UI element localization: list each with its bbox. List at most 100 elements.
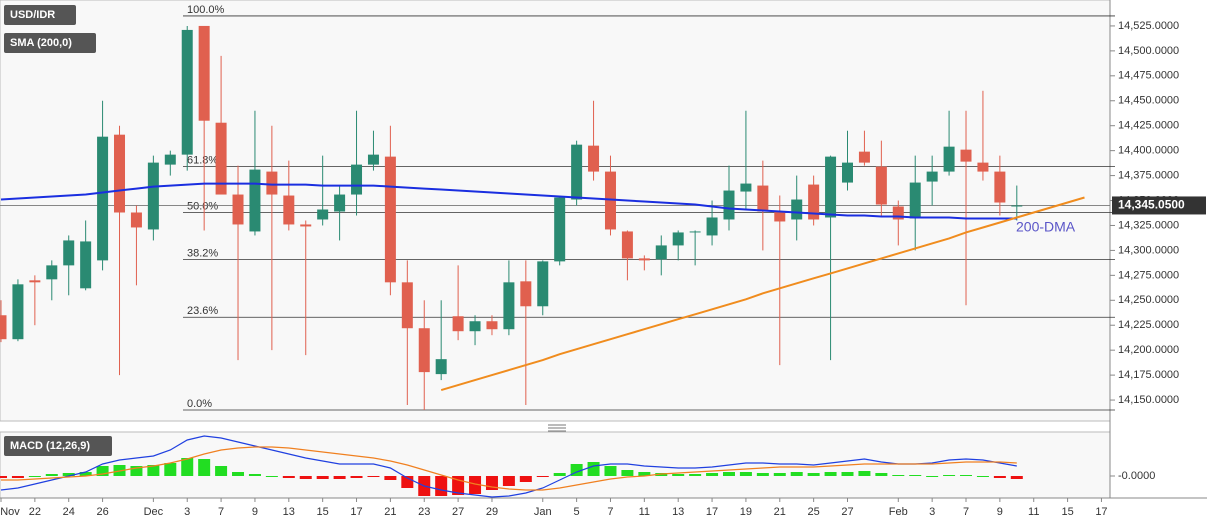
macd-histogram-bar: [350, 476, 363, 478]
x-tick-label: Nov: [0, 506, 20, 518]
x-tick-label: 19: [740, 506, 752, 518]
macd-histogram-bar: [976, 476, 989, 477]
macd-histogram-bar: [265, 476, 278, 477]
macd-histogram-bar: [147, 465, 160, 476]
last-price-tag: [1112, 196, 1206, 215]
candle-body: [266, 171, 278, 195]
candle-body: [571, 144, 583, 200]
y-tick-label: 14,225.0000: [1118, 319, 1179, 331]
macd-histogram-bar: [536, 476, 549, 477]
x-tick-label: 9: [997, 506, 1003, 518]
macd-histogram-bar: [909, 475, 922, 476]
macd-histogram-bar: [672, 474, 685, 476]
fib-label: 0.0%: [187, 398, 212, 410]
y-tick-label: 14,475.0000: [1118, 70, 1179, 82]
macd-histogram-bar: [333, 476, 346, 479]
macd-histogram-bar: [164, 463, 177, 476]
x-tick-label: 5: [574, 506, 580, 518]
candle-body: [232, 194, 244, 225]
y-tick-label: 14,450.0000: [1118, 95, 1179, 107]
candle-body: [740, 183, 752, 192]
macd-title: MACD (12,26,9): [10, 440, 90, 452]
x-tick-label: 13: [672, 506, 684, 518]
macd-histogram-bar: [1010, 476, 1023, 479]
macd-histogram-bar: [790, 472, 803, 476]
macd-histogram-bar: [858, 471, 871, 476]
x-tick-label: 29: [486, 506, 498, 518]
x-tick-label: 17: [706, 506, 718, 518]
y-tick-label: 14,500.0000: [1118, 45, 1179, 57]
last-price-label: 14,345.0500: [1118, 198, 1185, 212]
macd-histogram-bar: [198, 459, 211, 476]
macd-histogram-bar: [62, 473, 75, 476]
macd-histogram-bar: [926, 476, 939, 477]
candle-body: [689, 231, 701, 233]
candle-body: [926, 171, 938, 182]
macd-histogram-bar: [553, 473, 566, 476]
macd-histogram-bar: [11, 476, 24, 478]
macd-histogram-bar: [587, 462, 600, 476]
macd-histogram-bar: [45, 474, 58, 476]
candle-body: [164, 154, 176, 165]
candle-body: [147, 162, 159, 230]
candle-body: [977, 162, 989, 172]
macd-histogram-bar: [0, 476, 7, 478]
candle-body: [0, 315, 7, 340]
macd-histogram-bar: [519, 476, 532, 482]
macd-title-box: [4, 436, 112, 456]
x-tick-label: 27: [452, 506, 464, 518]
candle-body: [994, 171, 1006, 203]
macd-line: [0, 435, 1017, 498]
trend-line: [440, 196, 1085, 392]
y-tick-label: -0.0000: [1118, 470, 1155, 482]
macd-histogram-bar: [875, 473, 888, 476]
macd-histogram-bar: [130, 466, 143, 476]
x-tick-label: 21: [774, 506, 786, 518]
panel-handle[interactable]: [548, 424, 566, 432]
candle-body: [723, 190, 735, 220]
y-tick-label: 14,250.0000: [1118, 294, 1179, 306]
candle-body: [943, 146, 955, 172]
x-tick-label: Jan: [534, 506, 552, 518]
x-tick-label: 13: [283, 506, 295, 518]
candle-body: [791, 199, 803, 220]
y-tick-label: 14,175.0000: [1118, 369, 1179, 381]
candle-body: [757, 185, 769, 212]
candle-body: [808, 184, 820, 220]
macd-histogram-bar: [215, 466, 228, 476]
candle-body: [892, 206, 904, 220]
candle-body: [604, 171, 616, 230]
macd-histogram-bar: [28, 476, 41, 477]
sma-line: [0, 182, 1017, 220]
sma-legend-label: SMA (200,0): [10, 37, 72, 49]
x-tick-label: 22: [29, 506, 41, 518]
candle-body: [672, 232, 684, 246]
y-tick-label: 14,200.0000: [1118, 344, 1179, 356]
candle-body: [706, 217, 718, 236]
x-tick-label: Feb: [889, 506, 908, 518]
candle-body: [452, 316, 464, 332]
candle-body: [960, 149, 972, 162]
macd-histogram-bar: [502, 476, 515, 486]
x-tick-label: 7: [218, 506, 224, 518]
macd-histogram-bar: [299, 476, 312, 479]
x-tick-label: 15: [317, 506, 329, 518]
x-tick-label: 25: [808, 506, 820, 518]
macd-histogram-bar: [960, 475, 973, 476]
macd-histogram-bar: [248, 474, 261, 476]
candle-body: [249, 169, 261, 232]
candle-body: [621, 231, 633, 259]
macd-histogram-bar: [756, 473, 769, 476]
candle-body: [638, 258, 650, 261]
x-tick-label: 11: [639, 506, 650, 518]
candle-body: [401, 282, 413, 329]
candle-body: [520, 281, 532, 307]
candle-body: [909, 182, 921, 219]
x-tick-label: 3: [184, 506, 190, 518]
y-tick-label: 14,375.0000: [1118, 169, 1179, 181]
candle-body: [130, 212, 142, 228]
fib-label: 100.0%: [187, 4, 225, 16]
candle-body: [97, 136, 109, 261]
macd-histogram-bar: [722, 472, 735, 476]
x-tick-label: 9: [252, 506, 258, 518]
